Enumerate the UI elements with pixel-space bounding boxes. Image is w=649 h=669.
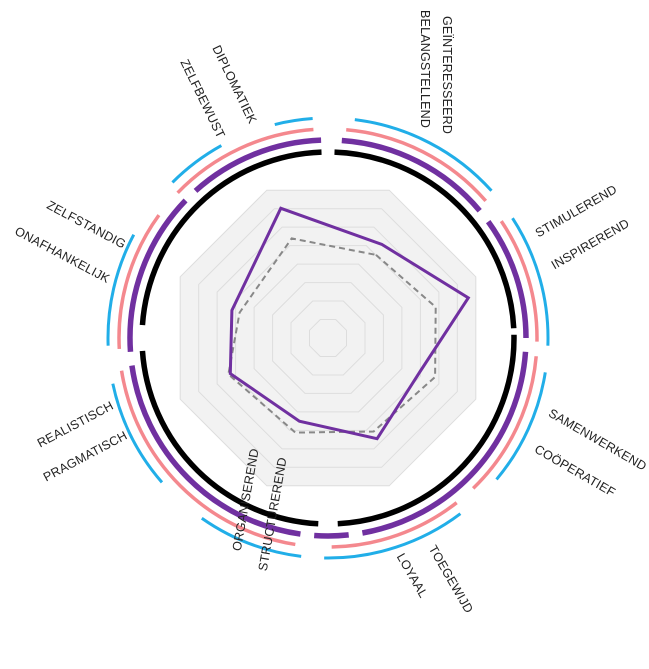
ring-black-segment — [334, 149, 517, 329]
outer-rings — [106, 117, 550, 560]
axis-label: BELANGSTELLEND — [418, 10, 432, 128]
ring-purple-segment — [485, 220, 529, 339]
ring-black-segment — [337, 334, 517, 527]
ring-blue-segment — [495, 372, 547, 481]
axis-label: TOEGEWIJD — [426, 543, 476, 616]
ring-purple-segment — [313, 532, 349, 539]
ring-blue-segment — [200, 516, 302, 558]
ring-blue-segment — [106, 234, 136, 346]
radar-series — [227, 206, 471, 441]
grid-level — [290, 300, 366, 376]
axis-label: LOYAAL — [394, 551, 431, 600]
ring-blue-segment — [354, 118, 493, 192]
ring-black-segment — [139, 350, 319, 527]
ring-blue-segment — [274, 117, 313, 126]
ring-black-segment — [139, 149, 322, 326]
benchmark-series-line — [227, 237, 437, 434]
ring-blue-segment — [324, 512, 462, 560]
radar-grid — [179, 189, 477, 487]
ring-pink-segment — [471, 356, 538, 490]
axis-label: GEÏNTERESSEERD — [440, 16, 454, 134]
ring-purple-segment — [361, 351, 529, 536]
ring-pink-segment — [176, 127, 314, 195]
ring-purple-segment — [193, 137, 322, 193]
ring-pink-segment — [119, 370, 296, 547]
ring-purple-segment — [341, 137, 482, 213]
ring-pink-segment — [117, 214, 161, 350]
ring-purple-segment — [127, 198, 188, 353]
ring-blue-segment — [111, 383, 164, 484]
grid-level — [253, 263, 403, 413]
ring-blue-segment — [171, 144, 223, 184]
grid-level — [309, 319, 347, 357]
ring-pink-segment — [331, 501, 458, 549]
grid-fill — [180, 190, 476, 486]
ring-pink-segment — [346, 128, 488, 203]
score-series-line — [228, 206, 471, 441]
ring-purple-segment — [129, 365, 301, 537]
grid-level — [179, 189, 477, 487]
grid-level — [198, 208, 458, 468]
ring-pink-segment — [499, 220, 539, 342]
ring-blue-segment — [511, 217, 550, 346]
grid-level — [272, 282, 384, 394]
grid-level — [235, 245, 421, 431]
